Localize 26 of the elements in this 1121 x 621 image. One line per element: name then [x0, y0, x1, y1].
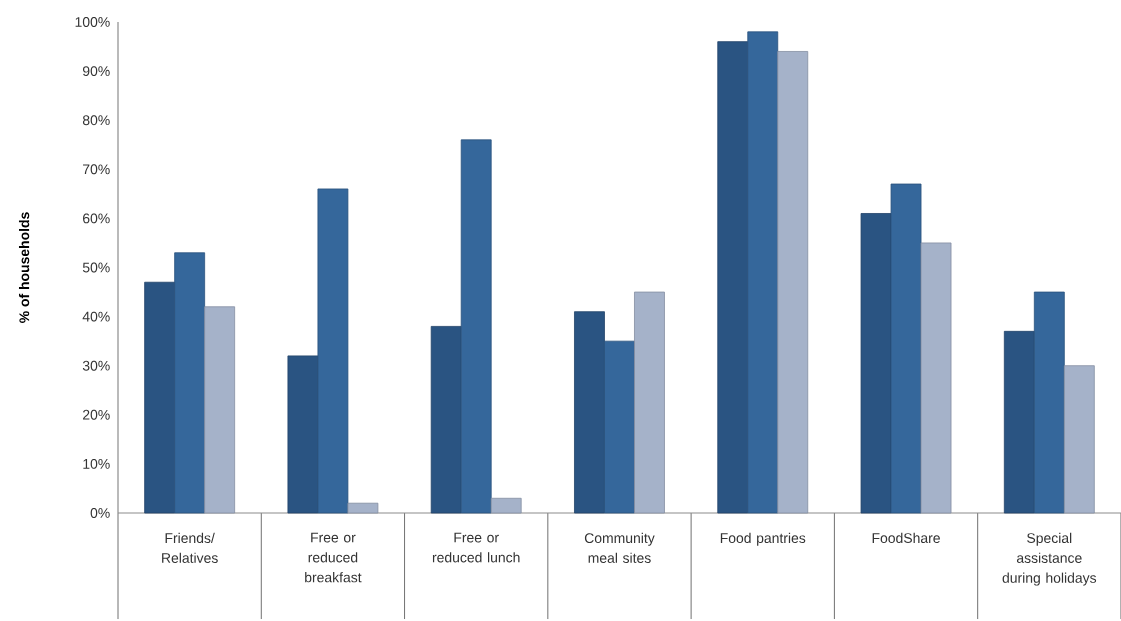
bar [204, 306, 236, 514]
y-tick-label: 70% [83, 164, 110, 175]
y-tick-label: 30% [82, 360, 110, 371]
bar [920, 242, 952, 514]
y-tick-label: 100% [75, 17, 110, 27]
y-tick-label: 20% [83, 409, 110, 420]
x-tick-label: Community meal sites [584, 532, 655, 563]
y-tick-label: 90% [82, 66, 110, 77]
bar [347, 502, 379, 514]
x-tick-label: Food pantries [720, 532, 806, 546]
bar [1063, 365, 1095, 514]
x-tick-label: Special assistance during holidays [1002, 532, 1097, 586]
y-tick-label: 40% [82, 311, 110, 322]
x-tick-label: FoodShare [872, 532, 940, 544]
y-tick-label: 0% [90, 508, 110, 518]
y-axis-title: % of households [18, 212, 30, 323]
bar [777, 51, 809, 514]
y-tick-label: 80% [82, 115, 110, 126]
bar [490, 497, 522, 514]
y-tick-label: 60% [83, 213, 110, 224]
y-tick-label: 10% [83, 458, 110, 469]
x-tick-label: Free or reduced breakfast [305, 532, 362, 583]
x-tick-label: Friends/ Relatives [162, 532, 218, 563]
y-tick-label: 50% [82, 262, 110, 273]
bar [634, 291, 665, 514]
x-tick-label: Free or reduced lunch [432, 532, 520, 563]
